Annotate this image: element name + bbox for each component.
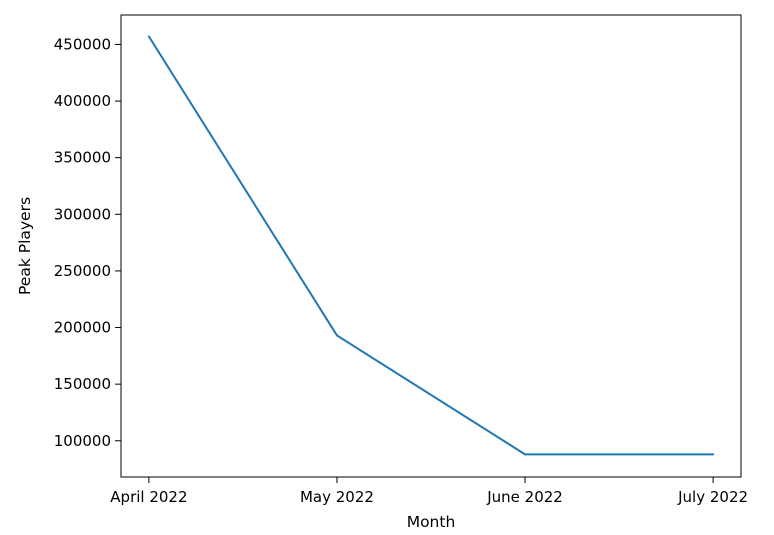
x-axis-ticks: April 2022 May 2022 June 2022 July 2022 — [110, 477, 748, 506]
y-tick-label: 250000 — [54, 262, 111, 280]
y-tick-label: 400000 — [54, 92, 111, 110]
data-point — [524, 453, 527, 456]
x-tick-label: June 2022 — [486, 488, 563, 506]
plot-series — [147, 35, 715, 456]
x-axis-label: Month — [407, 513, 456, 531]
data-point — [147, 35, 150, 38]
plot-frame — [120, 14, 742, 478]
x-tick-label: July 2022 — [677, 488, 748, 506]
x-tick-label: May 2022 — [300, 488, 374, 506]
y-tick-label: 200000 — [54, 319, 111, 337]
data-point — [712, 453, 715, 456]
y-tick-label: 300000 — [54, 205, 111, 223]
data-point — [335, 334, 338, 337]
y-axis-ticks: 100000 150000 200000 250000 300000 350000 4000… — [54, 35, 121, 450]
y-tick-label: 350000 — [54, 149, 111, 167]
series-line — [148, 35, 714, 456]
y-axis-label: Peak Players — [16, 197, 34, 295]
y-tick-label: 150000 — [54, 375, 111, 393]
y-tick-label: 450000 — [54, 35, 111, 53]
x-tick-label: April 2022 — [110, 488, 187, 506]
y-tick-label: 100000 — [54, 432, 111, 450]
